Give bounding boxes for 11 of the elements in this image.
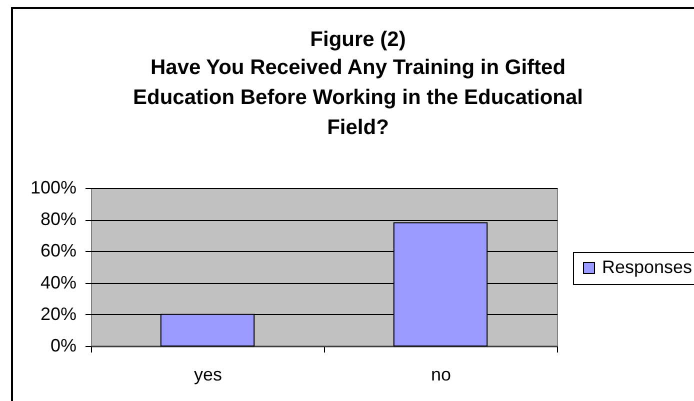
- y-tick-label: 80%: [40, 209, 76, 230]
- x-tick-label: no: [430, 364, 452, 384]
- legend-label: Responses: [602, 256, 692, 277]
- y-tick-label: 20%: [40, 304, 76, 324]
- y-tick-label: 60%: [40, 240, 76, 261]
- y-tick-label: 40%: [40, 272, 76, 292]
- y-tick-label: 0%: [50, 336, 76, 356]
- y-tick-label: 100%: [30, 178, 76, 198]
- x-tick-label: yes: [194, 364, 222, 384]
- chart-title: Figure (2): [310, 28, 406, 51]
- chart-subtitle: Have You Received Any Training in Gifted Education Before Working in the Educational Field?: [133, 56, 583, 139]
